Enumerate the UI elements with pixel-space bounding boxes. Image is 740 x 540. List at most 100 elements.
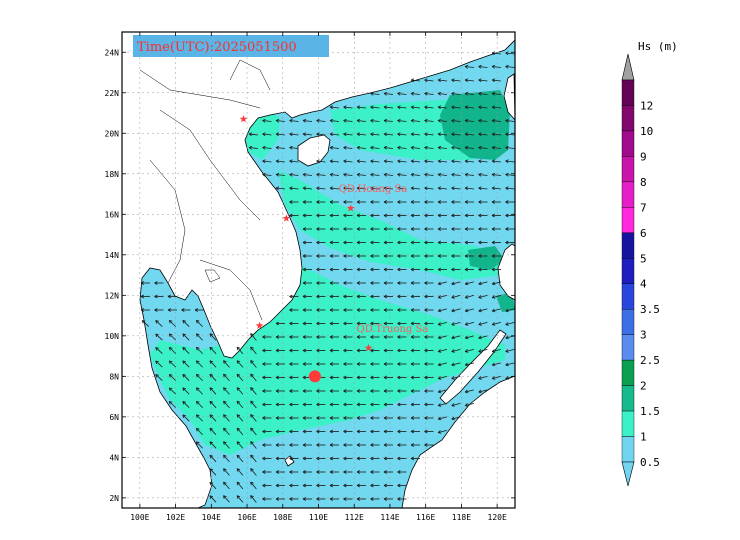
wave-arrow	[140, 308, 150, 312]
wave-arrow	[424, 294, 434, 299]
wave-arrow	[410, 335, 420, 339]
wave-arrow	[316, 118, 326, 123]
lat-tick-label: 8N	[109, 372, 119, 381]
wave-arrow	[262, 497, 272, 501]
wave-arrow	[491, 105, 502, 110]
wave-arrow	[236, 414, 244, 422]
wave-arrow	[370, 91, 380, 96]
wave-arrow	[464, 402, 474, 407]
wave-arrow	[289, 402, 299, 407]
colorbar-swatch	[621, 258, 635, 284]
wave-arrow	[437, 186, 448, 191]
wave-arrow	[343, 186, 353, 191]
wave-arrow	[424, 402, 434, 407]
wave-arrow	[410, 227, 420, 231]
wave-arrow	[356, 375, 366, 380]
wave-arrow	[464, 267, 474, 272]
wave-arrow	[302, 416, 312, 420]
wave-arrow	[397, 145, 407, 150]
wave-arrow	[250, 333, 257, 341]
wave-arrow	[343, 308, 353, 312]
colorbar-level-label: 2.5	[640, 354, 660, 367]
wave-arrow	[209, 400, 217, 409]
wave-arrow	[250, 387, 257, 395]
wave-arrow	[302, 443, 312, 447]
wave-arrow	[370, 443, 380, 447]
wave-arrow	[451, 281, 461, 286]
colorbar-swatch	[621, 410, 635, 437]
wave-arrow	[343, 227, 353, 231]
wave-arrow	[223, 495, 230, 503]
colorbar-swatch	[621, 334, 635, 361]
wave-arrow	[437, 78, 448, 83]
wave-arrow	[451, 267, 461, 272]
wave-arrow	[316, 362, 326, 366]
colorbar-level-label: 3.5	[640, 303, 660, 316]
wave-arrow	[437, 200, 447, 204]
wave-arrow	[236, 441, 244, 449]
wave-arrow	[437, 294, 447, 299]
wave-arrow	[491, 91, 502, 96]
wave-arrow	[275, 456, 285, 461]
wave-arrow	[343, 348, 353, 353]
wave-arrow	[182, 387, 190, 395]
wave-arrow	[410, 416, 420, 420]
wave-arrow	[302, 402, 312, 407]
wave-arrow	[209, 441, 217, 449]
wave-arrow	[250, 373, 257, 382]
wave-arrow	[356, 348, 366, 353]
wave-arrow	[262, 416, 272, 420]
wave-arrow	[262, 335, 272, 339]
wave-arrow	[316, 281, 326, 285]
wave-arrow	[195, 400, 203, 409]
wave-arrow	[262, 348, 272, 353]
lat-tick-label: 4N	[109, 453, 119, 462]
wave-arrow	[262, 456, 272, 461]
wave-arrow	[451, 294, 461, 299]
wave-arrow	[316, 172, 326, 177]
wave-arrow	[424, 429, 434, 434]
wave-arrow	[437, 159, 448, 164]
wave-arrow	[356, 429, 366, 434]
wave-arrow	[451, 172, 461, 177]
wave-arrow	[302, 321, 312, 326]
wave-arrow	[410, 145, 421, 150]
wave-arrow	[410, 200, 420, 204]
wave-arrow	[356, 335, 366, 339]
wave-arrow	[424, 105, 434, 110]
lon-tick-label: 116E	[416, 513, 435, 522]
wave-arrow	[275, 375, 285, 380]
lat-tick-label: 10N	[105, 332, 120, 341]
wave-arrow	[383, 348, 393, 353]
mainland-asia	[122, 32, 515, 508]
wave-arrow	[316, 416, 326, 420]
wave-arrow	[397, 254, 407, 258]
wave-arrow	[383, 335, 393, 339]
lon-tick-label: 104E	[202, 513, 221, 522]
wave-arrow	[250, 454, 257, 463]
wave-arrow	[302, 172, 313, 177]
wave-arrow	[302, 200, 312, 204]
wave-arrow	[491, 348, 501, 353]
wave-arrow	[437, 348, 447, 353]
wave-arrow	[343, 267, 353, 272]
wave-arrow	[168, 320, 177, 327]
colorbar-swatch	[621, 385, 635, 412]
star-marker-icon	[239, 115, 248, 123]
wave-arrow	[289, 200, 299, 204]
wave-arrow	[316, 227, 326, 231]
wave-arrow	[424, 281, 434, 285]
wave-arrow	[424, 78, 434, 83]
wave-arrow	[343, 416, 353, 420]
wave-arrow	[410, 308, 420, 312]
wave-arrow	[410, 443, 420, 447]
wave-arrow	[250, 481, 257, 490]
wave-arrow	[491, 294, 501, 299]
wave-arrow	[397, 132, 407, 137]
wave-arrow	[491, 267, 501, 272]
wave-arrow	[329, 213, 339, 218]
wave-arrow	[491, 64, 502, 69]
wave-arrow	[491, 186, 502, 191]
wave-arrow	[451, 145, 461, 150]
